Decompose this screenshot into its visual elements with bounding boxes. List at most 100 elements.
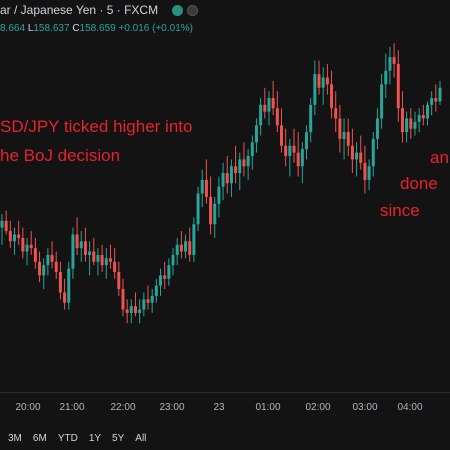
candlestick-chart[interactable] — [0, 0, 450, 392]
candle-body — [434, 98, 438, 102]
data-status-icon[interactable] — [187, 5, 198, 16]
candle — [246, 149, 250, 180]
candle — [346, 118, 350, 156]
candle — [284, 128, 288, 167]
candle — [138, 299, 142, 324]
candle-body — [113, 261, 117, 272]
candle-body — [75, 234, 79, 249]
candle — [254, 118, 258, 153]
candle-body — [92, 251, 96, 262]
candle — [54, 251, 58, 279]
candle-body — [58, 272, 62, 293]
candle — [384, 53, 388, 98]
candle — [167, 258, 171, 286]
candle — [300, 142, 304, 184]
annotation-right-line1: an — [430, 148, 449, 167]
candle-body — [346, 132, 350, 146]
candle-body — [405, 118, 409, 133]
candle — [375, 108, 379, 150]
candle-body — [154, 285, 158, 296]
market-status-icon[interactable] — [172, 5, 183, 16]
candle-body — [225, 173, 229, 184]
candle — [46, 248, 50, 276]
change-value: +0.016 (+0.01%) — [118, 23, 193, 34]
candle-body — [288, 145, 292, 156]
x-tick-label: 23 — [213, 402, 225, 413]
candle — [13, 227, 17, 255]
x-tick-label: 01:00 — [255, 402, 281, 413]
annotation-left-line2: he BoJ decision — [0, 146, 121, 165]
candle — [79, 231, 83, 262]
candle — [146, 285, 150, 310]
range-button-5y[interactable]: 5Y — [112, 426, 124, 450]
candle — [325, 63, 329, 95]
candle-body — [79, 241, 83, 249]
candle-body — [192, 224, 196, 255]
candle — [330, 70, 334, 119]
candle-body — [309, 104, 313, 133]
candle-body — [292, 145, 296, 153]
x-tick-label: 04:00 — [397, 402, 423, 413]
candle — [188, 227, 192, 262]
candle — [217, 176, 221, 218]
candle — [405, 111, 409, 143]
candle — [104, 248, 108, 279]
candle-body — [179, 244, 183, 252]
candle — [413, 111, 417, 136]
x-tick-label: 21:00 — [59, 402, 85, 413]
candle — [438, 80, 442, 105]
candle — [25, 237, 29, 266]
symbol-title[interactable]: ar / Japanese Yen · 5 · FXCM — [0, 3, 159, 17]
candle-body — [13, 234, 17, 242]
annotation-right-line3: since — [380, 201, 420, 220]
candle-body — [196, 193, 200, 225]
candle — [192, 217, 196, 262]
candle-body — [167, 265, 171, 279]
candle — [113, 248, 117, 279]
range-button-3m[interactable]: 3M — [8, 426, 22, 450]
candle — [121, 278, 125, 317]
candle — [225, 156, 229, 194]
candle-body — [300, 149, 304, 167]
candle — [150, 289, 154, 313]
candle-body — [108, 258, 112, 262]
candle-body — [267, 98, 271, 112]
candle-body — [217, 186, 221, 204]
candle-body — [338, 118, 342, 139]
candle-body — [125, 309, 129, 313]
candle — [334, 91, 338, 133]
range-button-1y[interactable]: 1Y — [89, 426, 101, 450]
candle — [96, 248, 100, 276]
candle-body — [96, 254, 100, 262]
candle-body — [259, 104, 263, 126]
range-selector: 3M 6M YTD 1Y 5Y All — [0, 426, 450, 450]
candle — [313, 60, 317, 116]
range-button-ytd[interactable]: YTD — [58, 426, 78, 450]
candle-body — [117, 272, 121, 290]
candle-body — [400, 108, 404, 133]
candle-body — [159, 275, 163, 286]
high-value: 8.664 — [0, 23, 26, 34]
candle-body — [33, 248, 37, 262]
candle-body — [29, 244, 33, 249]
candle — [275, 91, 279, 133]
candle — [434, 84, 438, 112]
candle — [179, 231, 183, 259]
candle — [175, 237, 179, 266]
range-button-6m[interactable]: 6M — [33, 426, 47, 450]
candle — [359, 135, 363, 170]
candle-body — [438, 87, 442, 102]
range-button-all[interactable]: All — [135, 426, 146, 450]
candle — [296, 132, 300, 177]
candle-body — [396, 63, 400, 109]
candle — [129, 299, 133, 324]
candle — [417, 108, 421, 133]
status-dots — [172, 5, 198, 16]
candle-body — [21, 237, 25, 252]
candle-body — [71, 234, 75, 269]
candle-body — [371, 138, 375, 167]
candle-body — [8, 231, 12, 242]
x-tick-label: 20:00 — [15, 402, 41, 413]
candle — [250, 135, 254, 170]
candle — [338, 104, 342, 153]
